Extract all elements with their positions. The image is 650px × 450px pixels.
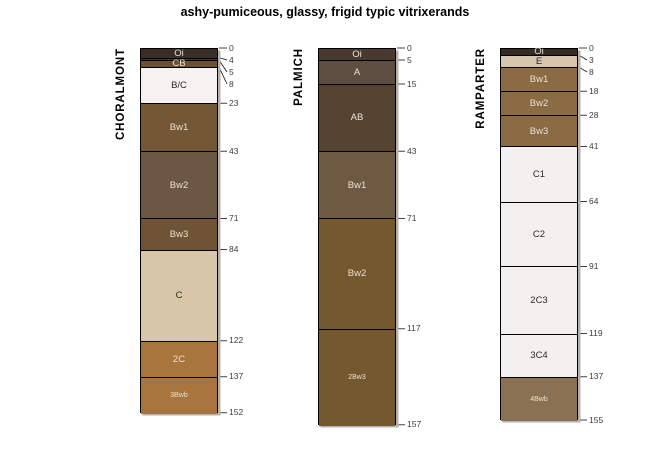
horizon-label: Oi bbox=[534, 46, 544, 58]
plot-title: ashy-pumiceous, glassy, frigid typic vit… bbox=[180, 5, 470, 19]
profile-column: Oi A AB Bw1 Bw2 2Bw3 bbox=[318, 48, 396, 426]
horizon-band: B/C bbox=[141, 68, 217, 105]
depth-leader-line bbox=[218, 67, 228, 85]
horizon-label: Oi bbox=[352, 48, 362, 60]
profile-id-label: RAMPARTER bbox=[475, 48, 487, 129]
profile-column: Oi E Bw1 Bw2 Bw3 C1 C2 2C3 3C4 4Bwb bbox=[500, 46, 578, 421]
horizon-band: Bw2 bbox=[501, 92, 577, 117]
depth-leader-line bbox=[578, 66, 588, 73]
depth-tick-label: 18 bbox=[589, 85, 599, 96]
horizon-label: 2Bw3 bbox=[348, 374, 366, 382]
depth-tick-label: 157 bbox=[407, 419, 422, 430]
depth-tick-label: 3 bbox=[589, 54, 594, 65]
horizon-label: C2 bbox=[532, 228, 546, 240]
depth-tick-label: 8 bbox=[229, 78, 234, 89]
depth-tick-label: 64 bbox=[589, 196, 599, 207]
horizon-label: 2C bbox=[172, 353, 186, 365]
horizon-band: C bbox=[141, 250, 217, 342]
horizon-band: Bw3 bbox=[141, 219, 217, 251]
depth-tick-label: 43 bbox=[407, 145, 417, 156]
horizon-band: Bw1 bbox=[319, 152, 395, 220]
horizon-label: 2C3 bbox=[530, 294, 548, 306]
depth-tick-label: 15 bbox=[407, 78, 417, 89]
horizon-band: Bw2 bbox=[141, 152, 217, 220]
horizon-label: C bbox=[175, 289, 183, 301]
depth-tick-label: 41 bbox=[589, 140, 599, 151]
depth-leader-line bbox=[218, 57, 228, 61]
horizon-band: C2 bbox=[501, 202, 577, 268]
depth-tick-label: 23 bbox=[229, 97, 239, 108]
depth-tick-label: 71 bbox=[229, 212, 239, 223]
depth-leader-line bbox=[578, 54, 588, 61]
horizon-band: 3Bwb bbox=[141, 377, 217, 414]
horizon-label: Bw1 bbox=[169, 121, 189, 133]
depth-tick-label: 152 bbox=[229, 407, 244, 418]
horizon-label: Bw2 bbox=[347, 268, 367, 280]
horizon-band: Bw3 bbox=[501, 116, 577, 148]
horizon-label: Bw1 bbox=[347, 179, 367, 191]
horizon-label: E bbox=[535, 55, 543, 67]
horizon-label: 4Bwb bbox=[530, 395, 548, 403]
horizon-label: B/C bbox=[171, 79, 187, 91]
horizon-label: Bw3 bbox=[529, 125, 549, 137]
horizon-label: A bbox=[353, 66, 361, 78]
horizon-band: Oi bbox=[319, 49, 395, 61]
horizon-label: Bw2 bbox=[529, 97, 549, 109]
depth-tick-label: 8 bbox=[589, 66, 594, 77]
horizon-band: CB bbox=[141, 58, 217, 70]
depth-tick-label: 5 bbox=[229, 66, 234, 77]
depth-tick-label: 0 bbox=[407, 42, 412, 53]
horizon-label: Bw3 bbox=[169, 228, 189, 240]
horizon-label: Bw1 bbox=[529, 73, 549, 85]
profile-column: Oi CB B/C Bw1 Bw2 Bw3 C 2C 3Bwb bbox=[140, 48, 218, 414]
profile-id-label: PALMICH bbox=[293, 48, 305, 106]
depth-tick-label: 0 bbox=[589, 42, 594, 53]
horizon-band: 4Bwb bbox=[501, 377, 577, 421]
depth-tick-label: 155 bbox=[589, 414, 604, 425]
depth-tick-label: 28 bbox=[589, 109, 599, 120]
depth-tick-label: 71 bbox=[407, 212, 417, 223]
depth-tick-label: 137 bbox=[589, 371, 604, 382]
horizon-label: Bw2 bbox=[169, 179, 189, 191]
horizon-band: E bbox=[501, 55, 577, 69]
profile-id-label: CHORALMONT bbox=[115, 48, 127, 141]
depth-tick-label: 117 bbox=[407, 323, 421, 334]
horizon-label: CB bbox=[172, 58, 186, 70]
horizon-band: 3C4 bbox=[501, 334, 577, 378]
depth-tick-label: 84 bbox=[229, 244, 239, 255]
depth-tick-label: 119 bbox=[589, 328, 603, 339]
horizon-band: A bbox=[319, 61, 395, 85]
depth-tick-label: 137 bbox=[229, 371, 244, 382]
horizon-band: 2C bbox=[141, 341, 217, 378]
horizon-band: Bw2 bbox=[319, 219, 395, 330]
depth-leader-line bbox=[218, 59, 228, 73]
horizon-label: C1 bbox=[532, 168, 546, 180]
horizon-band: Bw1 bbox=[501, 68, 577, 93]
horizon-band: C1 bbox=[501, 147, 577, 203]
depth-tick-label: 43 bbox=[229, 145, 239, 156]
horizon-label: Oi bbox=[174, 47, 184, 59]
depth-tick-label: 0 bbox=[229, 42, 234, 53]
depth-tick-label: 91 bbox=[589, 260, 599, 271]
depth-tick-label: 4 bbox=[229, 54, 234, 65]
horizon-band: Oi bbox=[501, 46, 577, 58]
horizon-band: 2C3 bbox=[501, 267, 577, 335]
horizon-band: Bw1 bbox=[141, 104, 217, 153]
depth-tick-label: 122 bbox=[229, 335, 244, 346]
horizon-label: AB bbox=[350, 112, 364, 124]
horizon-band: AB bbox=[319, 85, 395, 153]
horizon-label: 3Bwb bbox=[170, 392, 188, 400]
horizon-band: 2Bw3 bbox=[319, 329, 395, 426]
depth-tick-label: 5 bbox=[407, 54, 412, 65]
horizon-band: Oi bbox=[141, 49, 217, 59]
horizon-band bbox=[141, 58, 217, 61]
horizon-label: 3C4 bbox=[530, 349, 548, 361]
